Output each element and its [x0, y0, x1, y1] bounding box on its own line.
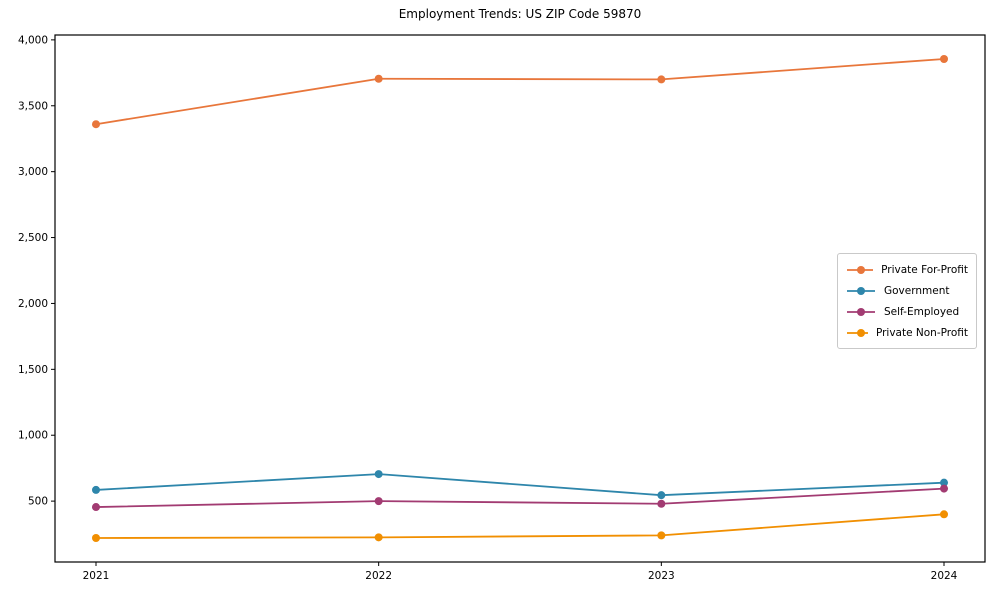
- legend-dot: [857, 286, 865, 295]
- data-point-government-2023: [657, 491, 666, 500]
- x-axis: 2021 2022 2023 2024: [83, 562, 958, 582]
- data-point-government-2021: [91, 485, 100, 494]
- series-government: [91, 470, 949, 500]
- data-point-private-for-profit-2022: [374, 74, 383, 83]
- data-point-self-employed-2022: [374, 497, 383, 506]
- data-point-self-employed-2023: [657, 499, 666, 508]
- y-tick-label: 3,000: [18, 166, 48, 178]
- y-tick-label: 3,500: [18, 100, 48, 112]
- data-point-private-non-profit-2023: [657, 531, 666, 540]
- data-point-private-non-profit-2024: [940, 510, 949, 519]
- y-tick-label: 4,000: [18, 34, 48, 46]
- axes-frame: [54, 34, 986, 563]
- series-line-private-for-profit: [95, 58, 945, 126]
- y-tick-label: 1,500: [18, 364, 48, 376]
- data-point-private-for-profit-2023: [657, 75, 666, 84]
- y-tick-label: 2,000: [18, 298, 48, 310]
- legend-label: Government: [884, 284, 950, 297]
- x-tick-label: 2024: [931, 570, 958, 582]
- y-tick-label: 2,500: [18, 232, 48, 244]
- legend-marker-self-employed: [847, 307, 875, 316]
- series-self-employed: [91, 484, 949, 512]
- legend-item-private-for-profit: Private For-Profit: [846, 259, 968, 280]
- legend-label: Self-Employed: [884, 305, 960, 318]
- legend-marker-private-for-profit: [847, 265, 874, 274]
- data-point-government-2024: [940, 478, 949, 487]
- series-private-non-profit: [91, 510, 949, 543]
- chart-legend: Private For-Profit Government Self-Employe…: [837, 253, 977, 349]
- legend-item-government: Government: [846, 280, 968, 301]
- legend-dot: [857, 265, 865, 274]
- y-tick-label: 1,000: [18, 430, 48, 442]
- x-tick-label: 2023: [648, 570, 675, 582]
- chart-title: Employment Trends: US ZIP Code 59870: [398, 7, 642, 21]
- x-tick-label: 2022: [365, 570, 392, 582]
- legend-dot: [857, 307, 865, 316]
- series-line-self-employed: [95, 487, 945, 508]
- data-point-private-non-profit-2021: [91, 534, 100, 543]
- series-private-for-profit: [91, 54, 949, 129]
- legend-marker-government: [847, 286, 875, 295]
- x-tick-label: 2021: [83, 570, 110, 582]
- y-axis: 500 1,000 1,500 2,000 2,500 3,000 3,500 4,000: [18, 34, 55, 508]
- data-point-self-employed-2021: [91, 503, 100, 512]
- y-tick-label: 500: [28, 496, 48, 508]
- data-point-private-non-profit-2022: [374, 533, 383, 542]
- legend-item-self-employed: Self-Employed: [846, 301, 968, 322]
- series-line-government: [95, 473, 945, 497]
- legend-label: Private For-Profit: [881, 263, 968, 276]
- data-point-government-2022: [374, 470, 383, 479]
- data-point-private-for-profit-2024: [940, 54, 949, 63]
- data-point-private-for-profit-2021: [91, 120, 100, 129]
- series-line-private-non-profit: [95, 513, 945, 539]
- legend-label: Private Non-Profit: [875, 326, 968, 339]
- legend-item-private-non-profit: Private Non-Profit: [846, 322, 968, 343]
- legend-dot: [857, 328, 865, 337]
- data-point-self-employed-2024: [940, 484, 949, 493]
- legend-marker-private-non-profit: [847, 328, 868, 337]
